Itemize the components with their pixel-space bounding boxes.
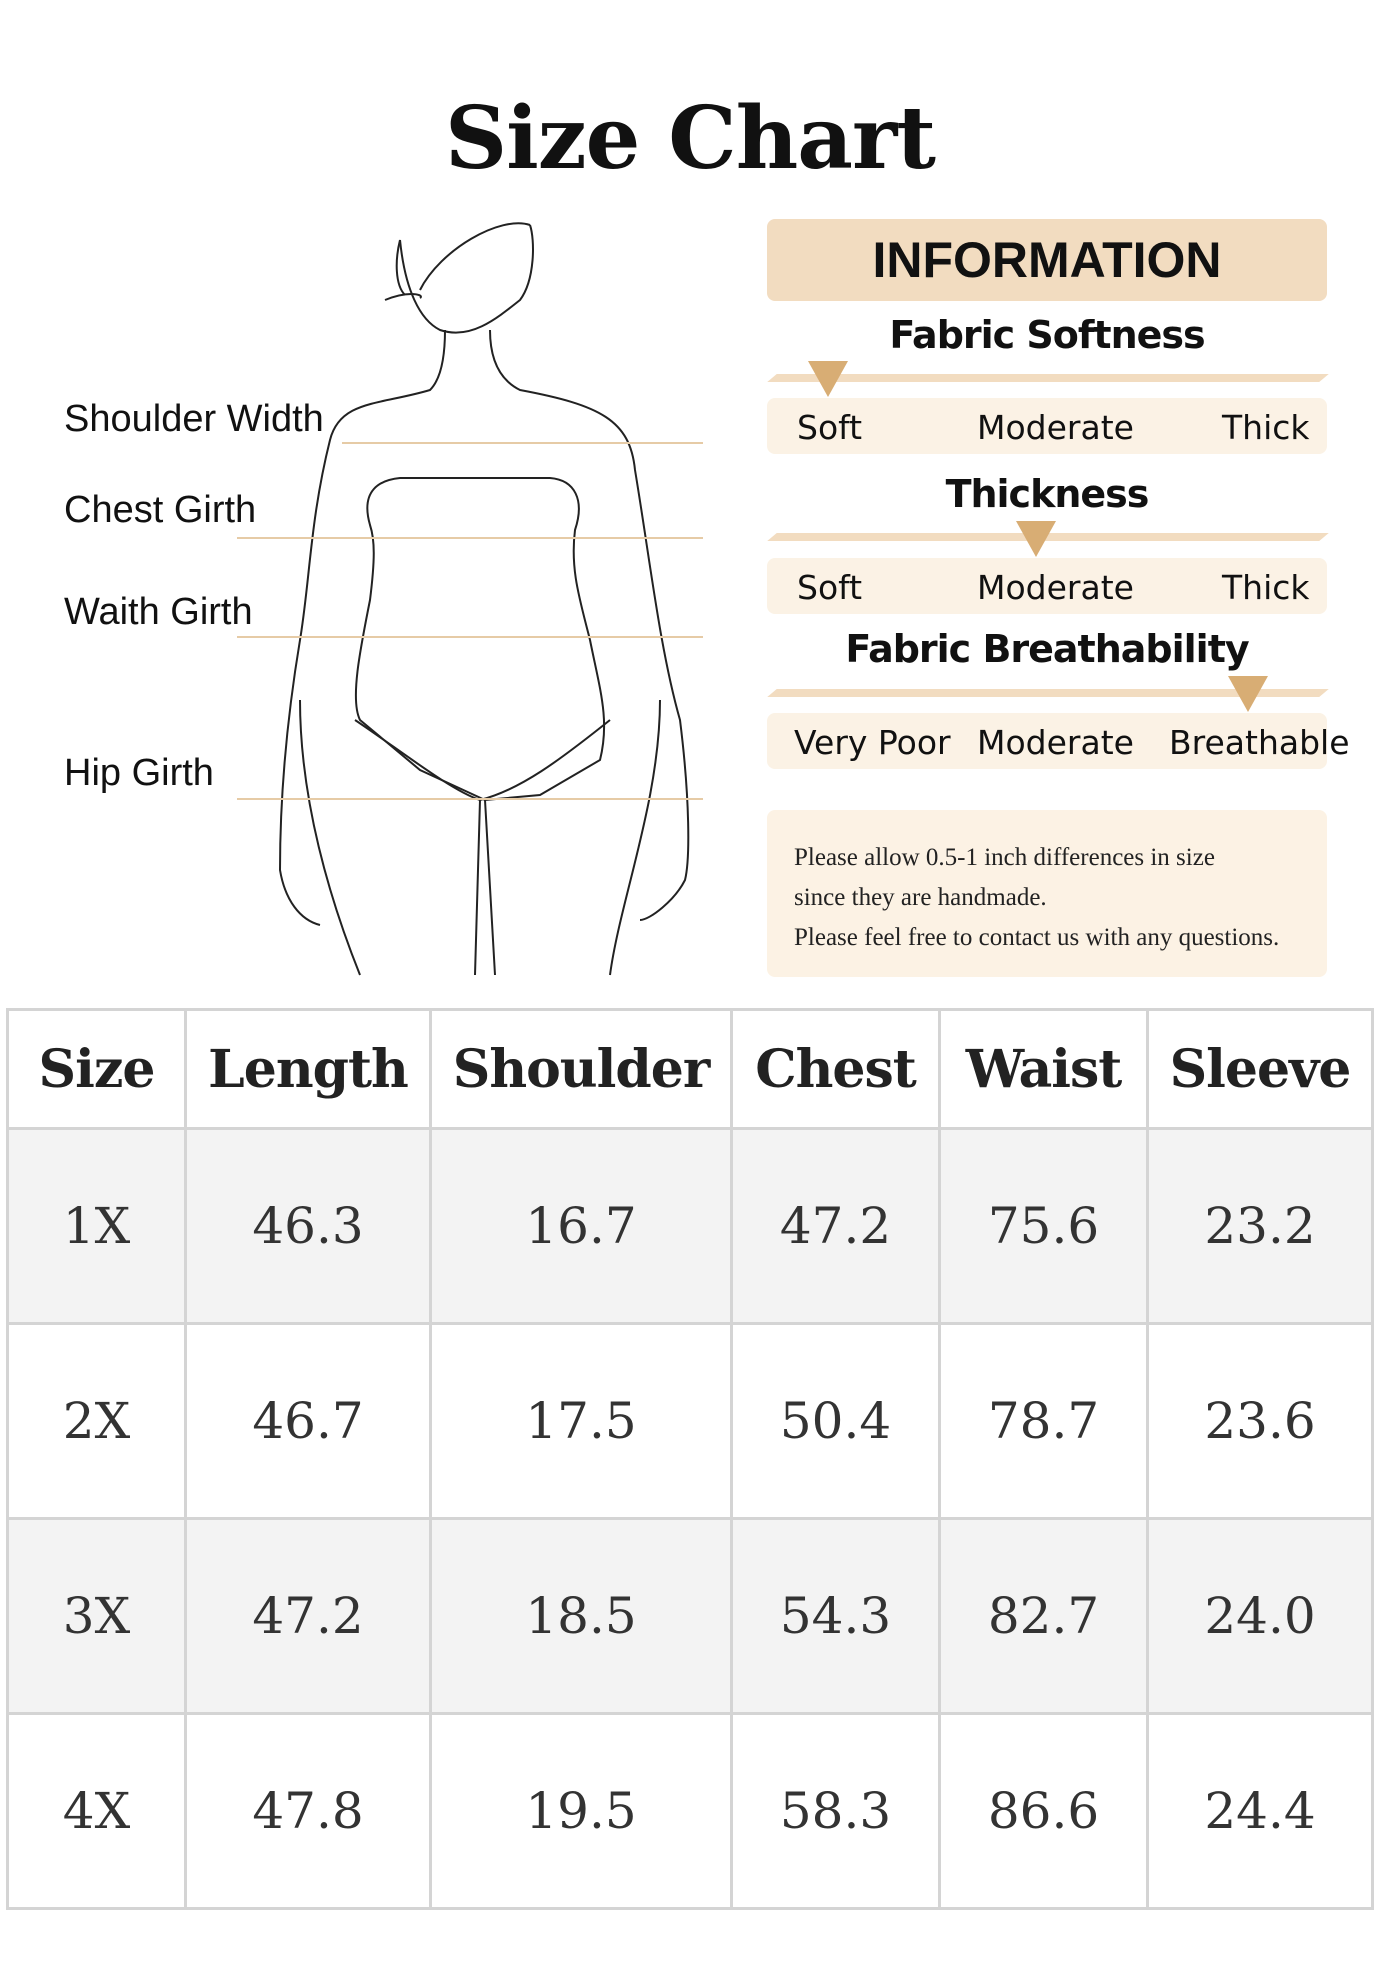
scale-label: Soft (797, 408, 863, 447)
label-chest-girth: Chest Girth (64, 489, 257, 531)
cell: 46.7 (184, 1322, 432, 1520)
cell: 3X (6, 1517, 187, 1715)
scale-label: Moderate (977, 408, 1134, 447)
header-waist: Waist (938, 1008, 1149, 1130)
thickness-title: Thickness (945, 472, 1150, 516)
waist-guide-line (237, 636, 703, 638)
cell: 54.3 (730, 1517, 941, 1715)
softness-title: Fabric Softness (889, 313, 1205, 357)
hip-guide-line (237, 798, 703, 800)
scale-label: Moderate (977, 568, 1134, 607)
table-header-row: Size Length Shoulder Chest Waist Sleeve (6, 1008, 1374, 1130)
cell: 16.7 (429, 1127, 733, 1325)
note-line: Please allow 0.5-1 inch differences in s… (794, 844, 1215, 871)
header-sleeve: Sleeve (1146, 1008, 1374, 1130)
scale-label: Moderate (977, 723, 1134, 762)
cell: 82.7 (938, 1517, 1149, 1715)
cell: 23.6 (1146, 1322, 1374, 1520)
scale-label: Very Poor (794, 723, 951, 762)
header-size: Size (6, 1008, 187, 1130)
page-title: Size Chart (444, 88, 936, 189)
cell: 47.2 (730, 1127, 941, 1325)
cell: 78.7 (938, 1322, 1149, 1520)
cell: 4X (6, 1712, 187, 1910)
label-shoulder-width: Shoulder Width (64, 398, 324, 440)
cell: 23.2 (1146, 1127, 1374, 1325)
scale-label: Thick (1222, 408, 1310, 447)
cell: 1X (6, 1127, 187, 1325)
cell: 47.8 (184, 1712, 432, 1910)
table-row: 1X 46.3 16.7 47.2 75.6 23.2 (6, 1127, 1374, 1325)
cell: 50.4 (730, 1322, 941, 1520)
thickness-marker-icon (1016, 521, 1056, 557)
scale-label: Breathable (1169, 723, 1350, 762)
scale-label: Thick (1222, 568, 1310, 607)
label-hip-girth: Hip Girth (64, 752, 214, 794)
note-line: since they are handmade. (794, 884, 1047, 911)
cell: 2X (6, 1322, 187, 1520)
table-row: 2X 46.7 17.5 50.4 78.7 23.6 (6, 1322, 1374, 1520)
breathability-scale: Very Poor Moderate Breathable (767, 713, 1350, 769)
handmade-note: Please allow 0.5-1 inch differences in s… (767, 810, 1327, 977)
header-shoulder: Shoulder (429, 1008, 733, 1130)
cell: 17.5 (429, 1322, 733, 1520)
softness-scale: Soft Moderate Thick (767, 398, 1327, 454)
label-waist-girth: Waith Girth (64, 591, 253, 633)
table-row: 4X 47.8 19.5 58.3 86.6 24.4 (6, 1712, 1374, 1910)
cell: 46.3 (184, 1127, 432, 1325)
thickness-scale: Soft Moderate Thick (767, 558, 1327, 614)
header-length: Length (184, 1008, 432, 1130)
size-table: Size Length Shoulder Chest Waist Sleeve … (6, 1008, 1374, 1910)
cell: 47.2 (184, 1517, 432, 1715)
breathability-title: Fabric Breathability (845, 627, 1249, 671)
shoulder-guide-line (342, 442, 703, 444)
cell: 86.6 (938, 1712, 1149, 1910)
body-figure-illustration (278, 222, 690, 976)
cell: 75.6 (938, 1127, 1149, 1325)
chest-guide-line (237, 537, 703, 539)
note-line: Please feel free to contact us with any … (794, 924, 1280, 951)
cell: 24.4 (1146, 1712, 1374, 1910)
softness-bar (767, 374, 1329, 382)
breathability-marker-icon (1228, 676, 1268, 712)
header-chest: Chest (730, 1008, 941, 1130)
cell: 58.3 (730, 1712, 941, 1910)
scale-label: Soft (797, 568, 863, 607)
table-row: 3X 47.2 18.5 54.3 82.7 24.0 (6, 1517, 1374, 1715)
cell: 19.5 (429, 1712, 733, 1910)
information-heading: INFORMATION (767, 219, 1327, 301)
cell: 24.0 (1146, 1517, 1374, 1715)
cell: 18.5 (429, 1517, 733, 1715)
softness-marker-icon (808, 361, 848, 397)
